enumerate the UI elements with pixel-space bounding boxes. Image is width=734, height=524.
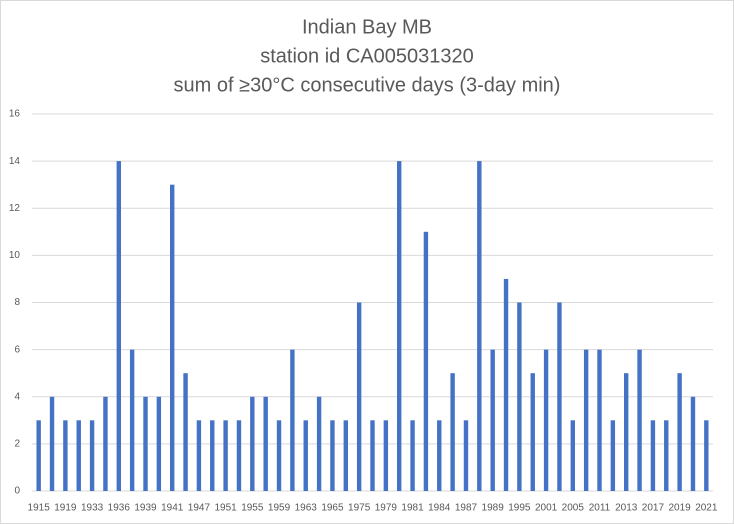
bar <box>36 420 41 491</box>
bar <box>250 396 255 491</box>
bar <box>343 420 348 491</box>
bar <box>89 420 95 491</box>
bar <box>437 420 442 491</box>
x-tick-label: 2021 <box>695 503 718 514</box>
x-tick-label: 1933 <box>81 503 104 514</box>
x-tick-label: 1919 <box>54 503 77 514</box>
bar <box>383 420 389 491</box>
bar <box>517 302 522 491</box>
bar <box>303 420 308 491</box>
bar <box>370 420 375 491</box>
bar <box>129 349 135 491</box>
y-tick-label: 2 <box>14 439 20 450</box>
bar <box>423 231 429 491</box>
bar <box>477 161 482 491</box>
x-tick-label: 1984 <box>428 503 451 514</box>
chart-title: station id CA005031320 <box>260 45 474 67</box>
x-tick-label: 2001 <box>535 503 558 514</box>
y-tick-label: 8 <box>14 297 20 308</box>
x-tick-label: 1981 <box>401 503 424 514</box>
bar <box>650 420 656 491</box>
bar <box>503 278 509 491</box>
x-tick-label: 1987 <box>455 503 478 514</box>
x-tick-label: 1979 <box>375 503 398 514</box>
bar <box>290 349 295 491</box>
x-tick-label: 2019 <box>668 503 691 514</box>
bar <box>236 420 242 491</box>
x-tick-label: 2005 <box>562 503 585 514</box>
x-tick-label: 2011 <box>589 503 611 514</box>
bar <box>116 161 121 491</box>
x-tick-label: 1915 <box>28 503 51 514</box>
y-tick-label: 6 <box>14 344 20 355</box>
bar <box>677 373 682 491</box>
y-tick-label: 4 <box>14 391 20 402</box>
x-tick-label: 1939 <box>134 503 157 514</box>
bar <box>49 396 55 491</box>
y-tick-label: 12 <box>9 203 21 214</box>
bar <box>263 396 268 491</box>
chart-title: Indian Bay MB <box>302 16 432 38</box>
bar <box>530 373 535 491</box>
x-tick-label: 2017 <box>642 503 665 514</box>
x-tick-label: 2013 <box>615 503 638 514</box>
y-tick-label: 10 <box>9 250 21 261</box>
bar <box>156 396 162 491</box>
x-tick-label: 1941 <box>161 503 184 514</box>
bar <box>63 420 68 491</box>
x-tick-label: 1947 <box>188 503 211 514</box>
bar <box>557 302 562 491</box>
x-tick-label: 1965 <box>321 503 344 514</box>
x-tick-label: 1955 <box>241 503 264 514</box>
bar <box>397 161 402 491</box>
bar <box>583 349 589 491</box>
bar <box>570 420 575 491</box>
bar <box>276 420 282 491</box>
x-tick-label: 1975 <box>348 503 371 514</box>
bar <box>356 302 362 491</box>
bar <box>490 349 495 491</box>
bar <box>543 349 549 491</box>
bar <box>597 349 602 491</box>
x-tick-label: 1951 <box>214 503 237 514</box>
bar <box>223 420 228 491</box>
x-tick-label: 1963 <box>295 503 318 514</box>
bar <box>143 396 148 491</box>
bar <box>637 349 642 491</box>
bar <box>704 420 709 491</box>
bar <box>463 420 469 491</box>
bar <box>183 373 188 491</box>
x-tick-label: 1936 <box>108 503 131 514</box>
chart-title: sum of ≥30°C consecutive days (3-day min… <box>174 74 561 96</box>
y-tick-label: 0 <box>14 486 20 497</box>
y-tick-label: 16 <box>9 109 21 120</box>
bar <box>170 184 175 491</box>
bar <box>103 396 108 491</box>
bar <box>410 420 415 491</box>
bar <box>316 396 322 491</box>
bar <box>664 420 669 491</box>
x-tick-label: 1959 <box>268 503 291 514</box>
bar <box>450 373 455 491</box>
y-tick-label: 14 <box>9 156 21 167</box>
bar <box>690 396 696 491</box>
x-tick-label: 1989 <box>482 503 505 514</box>
bar <box>210 420 215 491</box>
bar <box>610 420 616 491</box>
bar <box>196 420 202 491</box>
bar <box>76 420 81 491</box>
bar <box>330 420 335 491</box>
x-tick-label: 1995 <box>508 503 531 514</box>
bar <box>624 373 629 491</box>
